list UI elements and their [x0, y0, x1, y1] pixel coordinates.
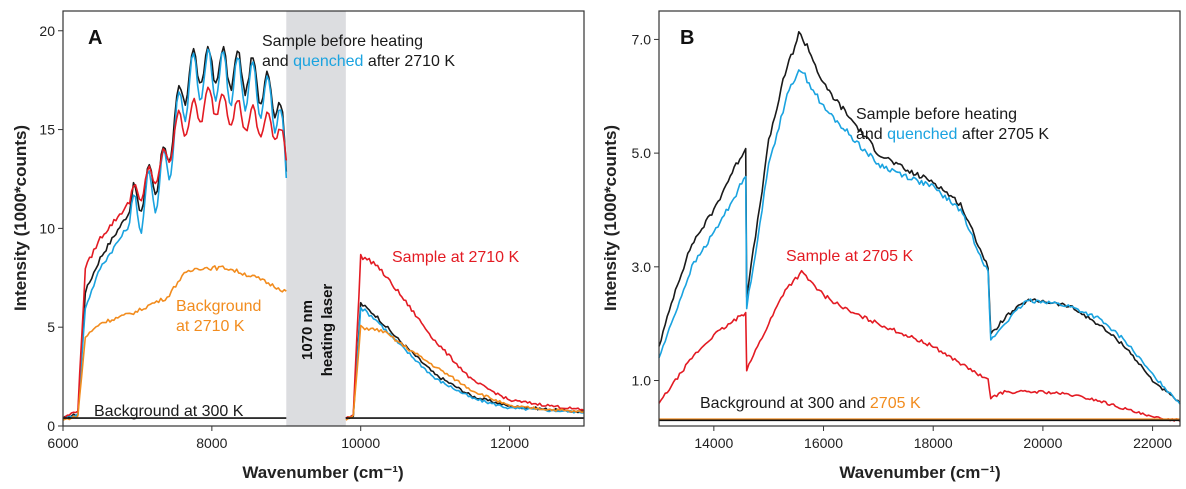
panel-b-ticks: 14000 16000 18000 20000 22000 1.0 3.0 5.0 7.0: [632, 31, 1173, 451]
annotation-quenched-b: and quenched after 2705 K: [856, 126, 1049, 143]
laser-band: [286, 11, 346, 426]
x-tick-label: 20000: [1023, 435, 1062, 451]
annotation-quenched-b-a: and: [856, 126, 887, 143]
annotation-quenched-b-b: quenched: [887, 126, 957, 143]
band-label-line2: heating laser: [319, 284, 336, 377]
annotation-before-heating: Sample before heating: [262, 33, 423, 50]
annotation-quenched: and quenched after 2710 K: [262, 53, 455, 70]
x-tick-label: 10000: [341, 435, 380, 451]
series-line-sample-before-heating: [658, 31, 1181, 404]
annotation-quenched-b: quenched: [293, 53, 363, 70]
band-label-line1: 1070 nm: [299, 300, 316, 360]
annotation-before-heating-b: Sample before heating: [856, 106, 1017, 123]
annotation-quenched-a: and: [262, 53, 293, 70]
series-line-sample-at-2710-k: [62, 86, 585, 419]
y-tick-label: 15: [39, 122, 55, 138]
panel-a-series: [62, 45, 585, 421]
y-tick-label: 20: [39, 23, 55, 39]
panel-b-letter: B: [680, 27, 694, 49]
panel-a-frame: [62, 10, 585, 427]
x-tick-label: 18000: [914, 435, 953, 451]
panel-a-letter: A: [88, 27, 102, 49]
annotation-background-hot-2: at 2710 K: [176, 318, 245, 335]
annotation-background-b-a: Background at 300 and: [700, 395, 870, 412]
panel-b-xlabel: Wavenumber (cm⁻¹): [839, 463, 1000, 482]
x-tick-label: 12000: [490, 435, 529, 451]
annotation-background-b-b: 2705 K: [870, 395, 921, 412]
annotation-quenched-b-c: after 2705 K: [957, 126, 1049, 143]
y-tick-label: 10: [39, 220, 55, 236]
y-tick-label: 0: [47, 418, 55, 434]
annotation-sample-hot-b: Sample at 2705 K: [786, 248, 914, 265]
panel-a-xlabel: Wavenumber (cm⁻¹): [242, 463, 403, 482]
series-line-quenched-after-2705-k: [658, 69, 1181, 405]
panel-a: 6000 8000 10000 12000 0 5 10 15 20 A 1070 nm hea…: [11, 10, 585, 482]
annotation-background-cold: Background at 300 K: [94, 403, 244, 420]
y-tick-label: 5: [47, 319, 55, 335]
series-line-background-at-2710-k: [62, 265, 585, 421]
panel-a-ticks: 6000 8000 10000 12000 0 5 10 15 20: [39, 23, 529, 451]
x-tick-label: 14000: [694, 435, 733, 451]
y-tick-label: 1.0: [632, 373, 652, 389]
y-tick-label: 7.0: [632, 31, 652, 47]
series-line-sample-at-2705-k: [658, 269, 1181, 423]
y-tick-label: 5.0: [632, 145, 652, 161]
panel-b-ylabel: Intensity (1000*counts): [601, 125, 620, 311]
panel-a-ylabel: Intensity (1000*counts): [11, 125, 30, 311]
panel-b-series: [658, 31, 1181, 423]
x-tick-label: 8000: [196, 435, 227, 451]
annotation-background-hot-1: Background: [176, 298, 261, 315]
annotation-sample-hot: Sample at 2710 K: [392, 249, 520, 266]
y-tick-label: 3.0: [632, 259, 652, 275]
x-tick-label: 6000: [47, 435, 78, 451]
annotation-quenched-c: after 2710 K: [363, 53, 455, 70]
panel-b-frame: [658, 10, 1181, 427]
annotation-background-b: Background at 300 and 2705 K: [700, 395, 921, 412]
x-tick-label: 22000: [1133, 435, 1172, 451]
x-tick-label: 16000: [804, 435, 843, 451]
